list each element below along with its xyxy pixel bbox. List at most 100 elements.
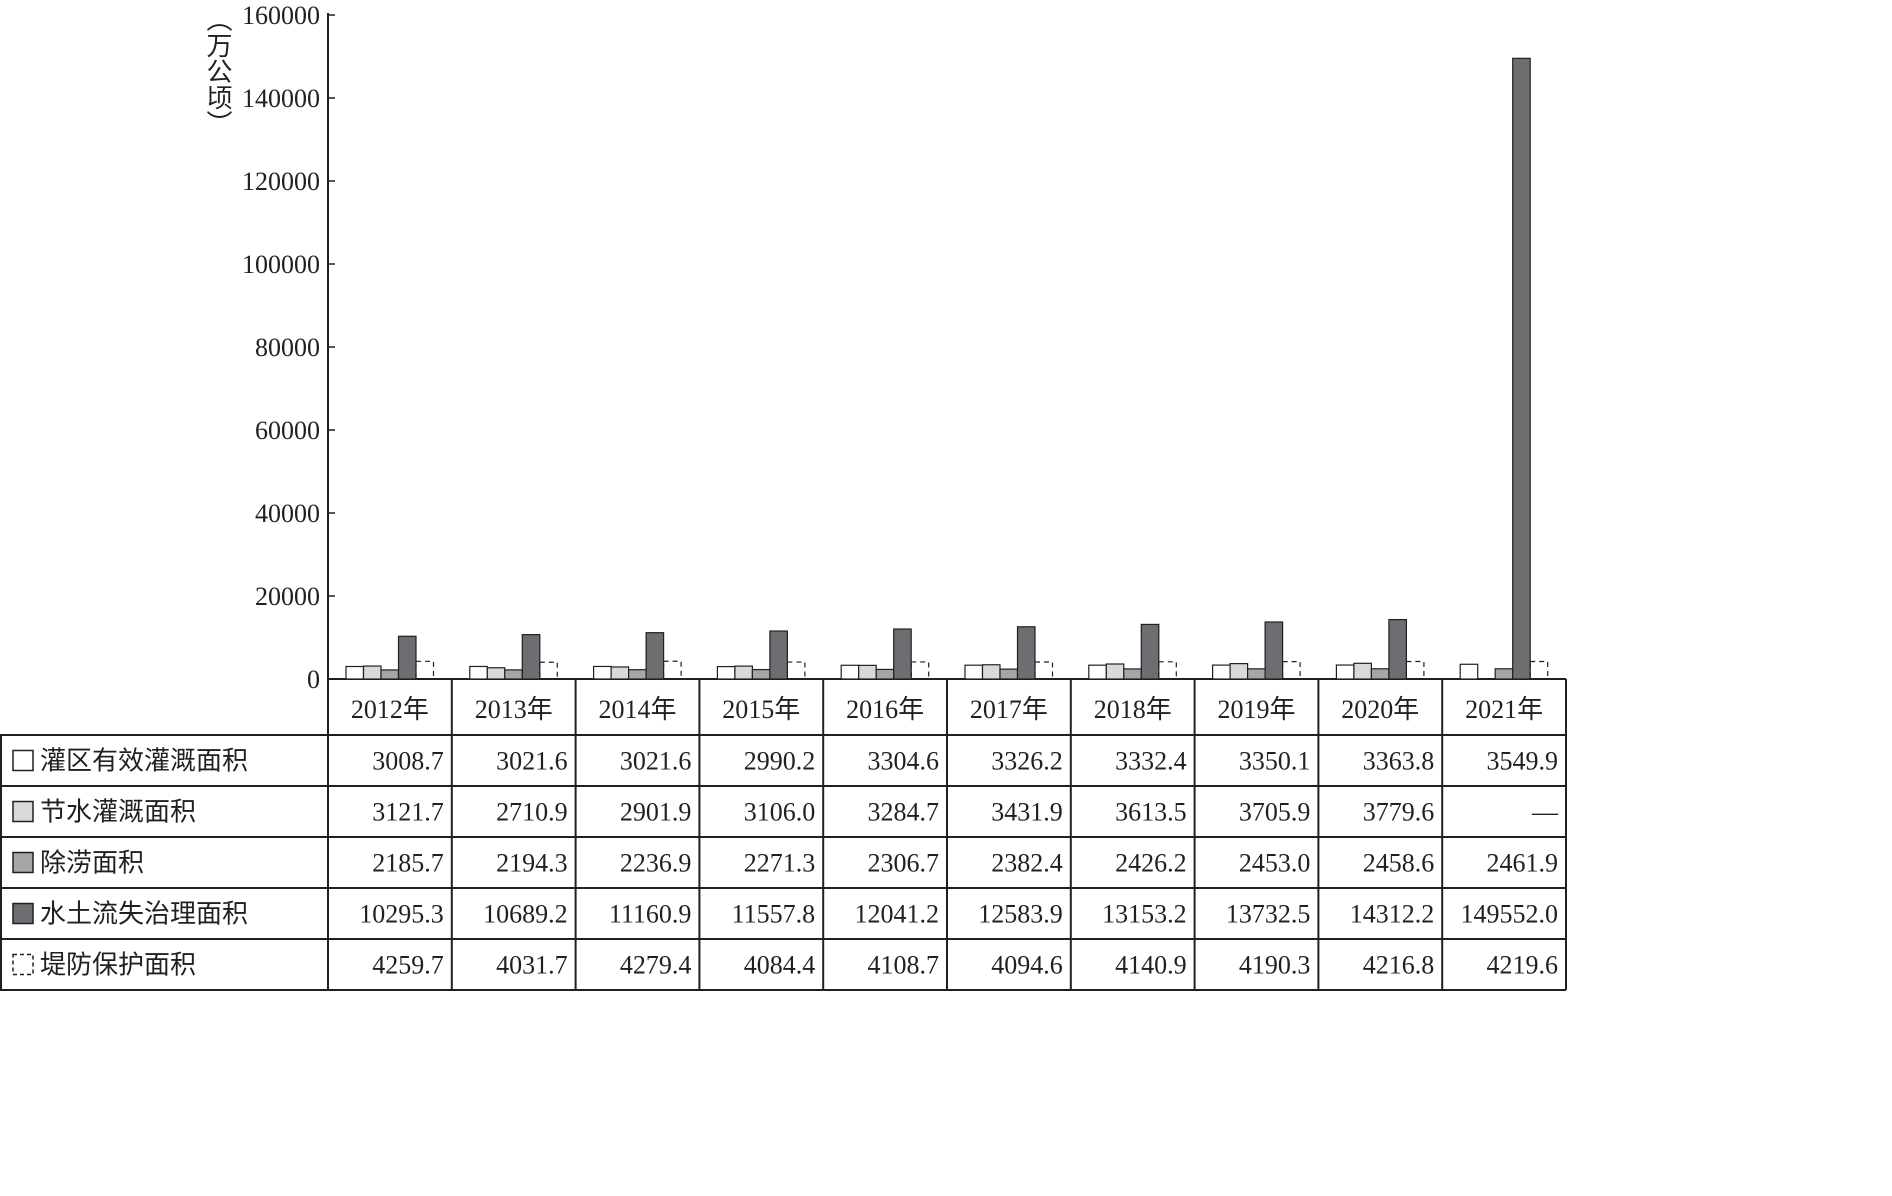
data-label: 2306.7 bbox=[868, 849, 940, 878]
bar bbox=[1405, 660, 1425, 680]
bar bbox=[734, 665, 754, 680]
data-label: 10689.2 bbox=[483, 900, 568, 929]
data-label: 11160.9 bbox=[609, 900, 692, 929]
bar bbox=[345, 665, 365, 680]
legend-label: 灌区有效灌溉面积 bbox=[40, 747, 248, 776]
legend-label: 节水灌溉面积 bbox=[40, 798, 196, 827]
bar bbox=[1512, 57, 1531, 680]
bar bbox=[1370, 668, 1390, 680]
legend-swatch bbox=[12, 851, 34, 874]
bar bbox=[751, 668, 771, 680]
data-label: 4259.7 bbox=[372, 951, 444, 980]
bar bbox=[786, 661, 806, 680]
y-tick-label: 80000 bbox=[255, 333, 320, 362]
bar bbox=[964, 664, 984, 680]
bar bbox=[1529, 660, 1549, 680]
category-label: 2012年 bbox=[351, 695, 429, 724]
data-label: 2461.9 bbox=[1487, 849, 1559, 878]
bar bbox=[1211, 664, 1231, 680]
bar bbox=[627, 669, 647, 680]
bar bbox=[486, 667, 506, 680]
bar bbox=[1123, 668, 1142, 680]
legend-label: 水土流失治理面积 bbox=[40, 900, 248, 929]
data-label: 3613.5 bbox=[1115, 798, 1187, 827]
data-label: 4031.7 bbox=[496, 951, 568, 980]
data-label: 2901.9 bbox=[620, 798, 692, 827]
data-label: 3021.6 bbox=[620, 747, 692, 776]
bar bbox=[716, 665, 736, 680]
data-label: 3779.6 bbox=[1363, 798, 1435, 827]
bar bbox=[1459, 663, 1479, 680]
bar bbox=[1281, 661, 1301, 680]
data-label: 2453.0 bbox=[1239, 849, 1311, 878]
bar bbox=[1140, 623, 1160, 680]
category-label: 2016年 bbox=[846, 695, 924, 724]
bar bbox=[662, 660, 682, 680]
data-label: 11557.8 bbox=[732, 900, 816, 929]
y-tick-label: 120000 bbox=[242, 167, 320, 196]
data-label: 3363.8 bbox=[1363, 747, 1435, 776]
bar bbox=[981, 664, 1001, 680]
category-label: 2017年 bbox=[970, 695, 1048, 724]
data-label: 2236.9 bbox=[620, 849, 692, 878]
category-label: 2018年 bbox=[1094, 695, 1172, 724]
data-label: 4216.8 bbox=[1363, 951, 1435, 980]
data-label: 4140.9 bbox=[1115, 951, 1187, 980]
bar bbox=[1335, 664, 1355, 680]
bar bbox=[504, 669, 523, 680]
bar bbox=[769, 630, 789, 680]
category-label: 2020年 bbox=[1341, 695, 1419, 724]
data-label: 3705.9 bbox=[1239, 798, 1311, 827]
bar bbox=[910, 661, 930, 680]
bar bbox=[592, 665, 612, 680]
data-label: 4094.6 bbox=[991, 951, 1063, 980]
data-label: 4219.6 bbox=[1487, 951, 1559, 980]
category-label: 2019年 bbox=[1217, 695, 1295, 724]
data-label: 149552.0 bbox=[1461, 900, 1559, 929]
table-grid bbox=[0, 678, 1567, 991]
data-label: 4190.3 bbox=[1239, 951, 1311, 980]
bar bbox=[645, 632, 665, 680]
data-table: 2012年 2013年 2014年 2015年 2016年 2017年 2018年 2019年… bbox=[12, 695, 1559, 980]
data-label: 2271.3 bbox=[744, 849, 816, 878]
data-label: 3021.6 bbox=[496, 747, 568, 776]
bar bbox=[610, 666, 630, 680]
bar bbox=[999, 668, 1019, 680]
bar bbox=[521, 634, 541, 680]
legend-label: 除涝面积 bbox=[40, 849, 144, 878]
y-axis: 0 20000 40000 60000 80000 100000 120000 140000 1… bbox=[242, 1, 335, 694]
bar-series bbox=[345, 57, 1549, 680]
bar bbox=[840, 664, 860, 680]
y-axis-label: （万公顷） bbox=[203, 6, 232, 136]
bar bbox=[1034, 661, 1054, 680]
y-tick-label: 60000 bbox=[255, 416, 320, 445]
bar bbox=[893, 628, 912, 680]
data-label: 2426.2 bbox=[1115, 849, 1187, 878]
data-label: 4108.7 bbox=[868, 951, 940, 980]
data-label: 4279.4 bbox=[620, 951, 692, 980]
data-label: 3304.6 bbox=[868, 747, 940, 776]
y-tick-label: 40000 bbox=[255, 499, 320, 528]
data-label: 2458.6 bbox=[1363, 849, 1435, 878]
bar-chart: 0 20000 40000 60000 80000 100000 120000 140000 1… bbox=[0, 1, 1567, 991]
bar bbox=[1016, 626, 1036, 680]
data-label: 3350.1 bbox=[1239, 747, 1311, 776]
category-label: 2015年 bbox=[722, 695, 800, 724]
bar bbox=[1388, 619, 1408, 680]
bar bbox=[539, 661, 558, 680]
data-label: — bbox=[1531, 798, 1559, 827]
category-label: 2013年 bbox=[475, 695, 553, 724]
bar bbox=[1246, 668, 1266, 680]
data-label: 3106.0 bbox=[744, 798, 816, 827]
data-label: 14312.2 bbox=[1350, 900, 1435, 929]
bar bbox=[875, 668, 895, 680]
bar bbox=[469, 665, 488, 680]
legend-swatch bbox=[12, 902, 34, 925]
data-label: 2194.3 bbox=[496, 849, 568, 878]
data-label: 12583.9 bbox=[978, 900, 1063, 929]
data-label: 12041.2 bbox=[855, 900, 940, 929]
data-label: 2185.7 bbox=[372, 849, 444, 878]
category-label: 2021年 bbox=[1465, 695, 1543, 724]
bar bbox=[1088, 664, 1107, 680]
bar bbox=[1494, 668, 1514, 680]
